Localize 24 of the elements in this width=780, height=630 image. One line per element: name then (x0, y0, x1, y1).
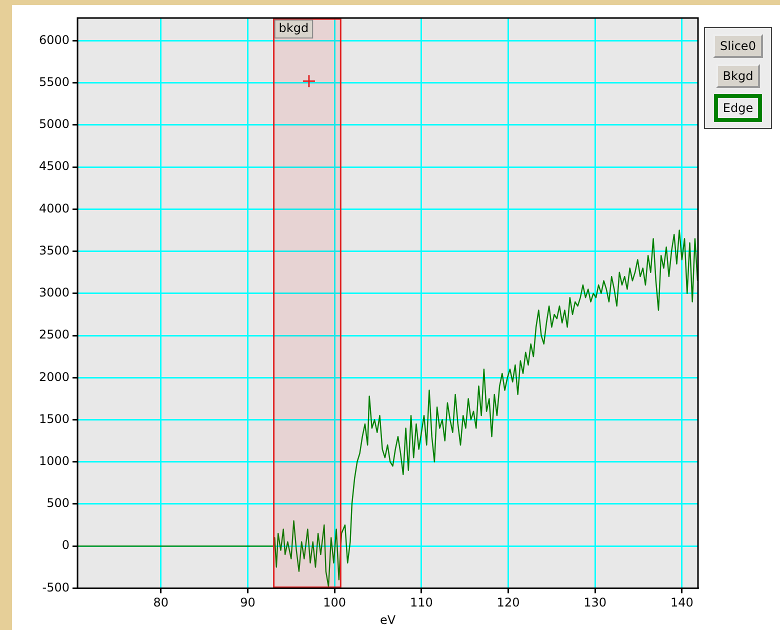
y-tick-label: 6000 (38, 32, 70, 47)
y-tick-label: 5000 (38, 117, 70, 132)
x-tick-label: 90 (240, 596, 256, 610)
band-label: bkgd (278, 21, 309, 36)
x-tick-label: 100 (323, 596, 346, 610)
y-tick-label: 4500 (38, 159, 70, 174)
y-tick-label: 1500 (38, 412, 70, 426)
y-tick-label: 2000 (38, 370, 70, 384)
x-axis-title: eV (380, 612, 396, 627)
x-tick-label: 130 (584, 596, 607, 610)
y-tick-label: -500 (42, 580, 70, 594)
x-tick-label: 80 (153, 596, 169, 610)
y-tick-label: 500 (46, 496, 70, 510)
y-tick-label: 1000 (38, 454, 70, 468)
x-tick-label: 120 (496, 596, 520, 610)
y-tick-label: 0 (62, 538, 70, 552)
y-tick-label: 3500 (38, 243, 70, 258)
button-panel: Slice0 Bkgd Edge (704, 27, 772, 129)
y-tick-label: 2500 (38, 328, 70, 342)
y-tick-label: 3000 (38, 286, 70, 300)
y-tick-label: 5500 (38, 74, 70, 89)
y-tick-label: 4000 (38, 201, 70, 216)
x-tick-label: 140 (670, 596, 694, 610)
x-tick-label: 110 (410, 596, 433, 610)
